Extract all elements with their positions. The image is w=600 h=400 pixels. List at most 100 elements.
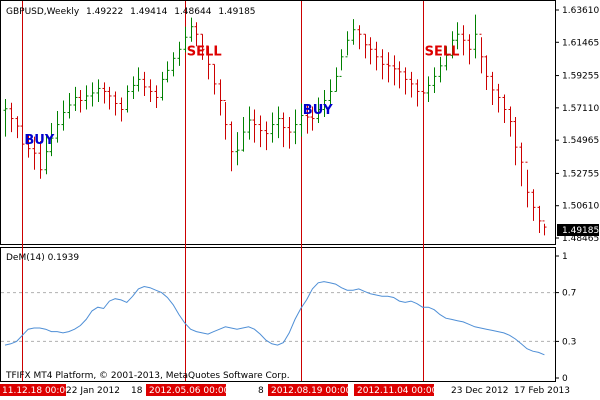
signal-label-sell: SELL (187, 44, 222, 59)
signal-vertical-lines (22, 1, 424, 381)
price-bar (537, 205, 542, 233)
bar-low: 1.48644 (174, 7, 211, 17)
bar-open: 1.49222 (86, 7, 123, 17)
price-bar (189, 17, 194, 42)
price-bar (229, 121, 234, 172)
price-bar (107, 86, 112, 110)
price-bars (3, 14, 547, 236)
price-bar (345, 31, 350, 58)
price-bar (270, 112, 275, 143)
price-bar (32, 136, 37, 170)
price-bar (473, 14, 478, 59)
current-price-label: 1.49185 (562, 226, 599, 236)
time-axis: 11.12.18 00:00 22 Jan 2012 18 M 2012.05.… (0, 384, 570, 396)
price-bar (438, 56, 443, 83)
price-bar (9, 102, 14, 133)
symbol-timeframe: GBPUSD,Weekly (6, 7, 80, 17)
signal-label-sell: SELL (425, 44, 460, 59)
price-bar (496, 83, 501, 113)
price-bar (374, 41, 379, 71)
time-tag-1 (0, 384, 66, 396)
signal-labels: BUY SELL BUY SELL (24, 44, 459, 148)
price-bar (322, 89, 327, 118)
price-bar (125, 85, 130, 113)
price-bar (276, 106, 281, 139)
price-tick-label: 1.59255 (562, 72, 599, 82)
price-tick-label: 1.50610 (562, 202, 599, 212)
indicator-tick-label: 0.7 (562, 289, 576, 299)
time-tag-4 (146, 384, 226, 396)
time-label-6: 2012.08.19 00:00 (271, 386, 352, 396)
price-bar (241, 117, 246, 152)
price-bar (287, 117, 292, 149)
indicator-panel-frame (0, 247, 556, 382)
price-bar (67, 92, 72, 119)
price-bar (403, 67, 408, 95)
price-bar (484, 55, 489, 90)
price-bar (148, 79, 153, 102)
indicator-tick-label: 0 (562, 374, 568, 384)
price-bar (293, 109, 298, 145)
price-bar (444, 46, 449, 71)
price-bar (519, 142, 524, 187)
price-bar (218, 79, 223, 116)
price-bar (409, 71, 414, 98)
price-bar (15, 116, 20, 139)
price-bar (351, 19, 356, 45)
time-label-7: 2012.11.04 00:00 (357, 386, 438, 396)
price-bar (258, 115, 263, 148)
price-bar (26, 135, 31, 158)
price-bar (363, 33, 368, 59)
time-label-1: 11.12.18 00:00 (2, 386, 71, 396)
price-bar (20, 123, 25, 148)
price-bar (305, 104, 310, 134)
current-price-tag (557, 224, 599, 236)
price-bar (357, 25, 362, 50)
price-panel-frame (0, 0, 556, 245)
price-bar (334, 67, 339, 92)
price-bar (142, 71, 147, 96)
price-bar (131, 76, 136, 99)
price-bar (223, 99, 228, 140)
bar-close: 1.49185 (218, 7, 255, 17)
price-bar (113, 91, 118, 116)
price-bar (44, 135, 49, 175)
time-label-3: 18 M (131, 386, 153, 396)
price-bar (328, 79, 333, 107)
price-tick-label: 1.52755 (562, 169, 599, 179)
price-bar (183, 26, 188, 53)
price-bar (154, 85, 159, 109)
price-bar (299, 103, 304, 137)
price-bar (455, 22, 460, 50)
price-bar (165, 61, 170, 83)
price-bar (200, 33, 205, 60)
price-bar (508, 106, 513, 137)
price-bar (194, 22, 199, 47)
price-bar (316, 97, 321, 124)
price-bar (171, 52, 176, 77)
price-bar (177, 41, 182, 66)
price-bar (502, 94, 507, 124)
time-tag-7 (354, 384, 434, 396)
time-label-9: 17 Feb 2013 (514, 386, 570, 396)
price-bar (490, 71, 495, 105)
price-bar (78, 89, 83, 113)
price-bar (49, 123, 54, 157)
price-bar (247, 106, 252, 140)
price-bar (426, 76, 431, 102)
price-bar (531, 189, 536, 221)
price-bar (525, 161, 530, 208)
price-bar (73, 86, 78, 112)
indicator-tick-label: 1 (562, 252, 568, 262)
price-bar (513, 117, 518, 166)
price-bar (339, 49, 344, 77)
price-bar (264, 121, 269, 151)
price-axis: 1.63610 1.61465 1.59255 1.57110 1.54965 1.527… (555, 6, 599, 244)
chart-title: GBPUSD,Weekly 1.49222 1.49414 1.48644 1.… (6, 7, 256, 17)
price-bar (479, 33, 484, 74)
price-bar (467, 34, 472, 65)
price-bar (415, 79, 420, 107)
price-bar (542, 220, 547, 236)
